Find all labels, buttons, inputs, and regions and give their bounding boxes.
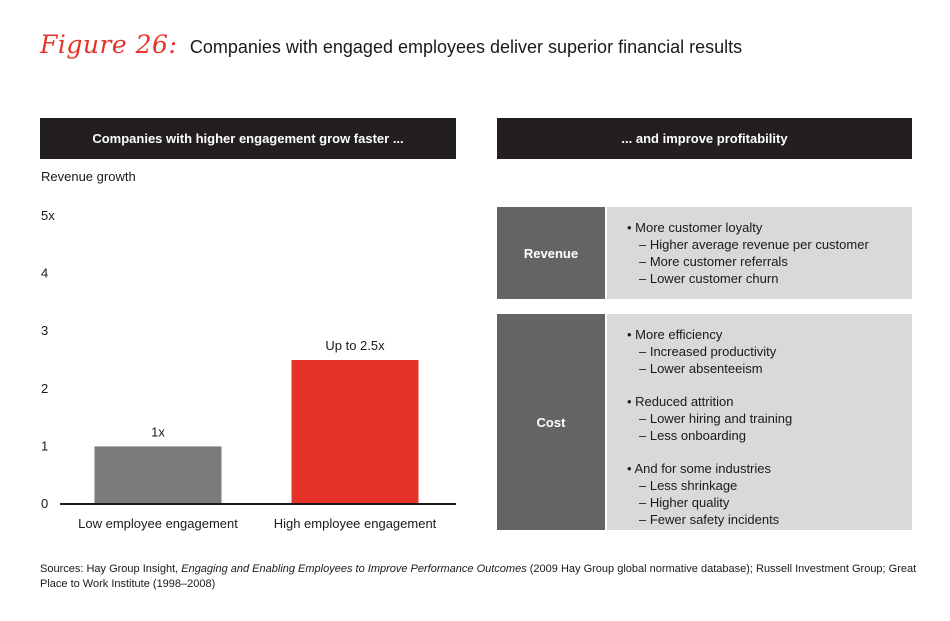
revenue-list: • More customer loyalty – Higher average … (607, 207, 912, 299)
category-label: High employee engagement (274, 516, 437, 531)
y-tick-label: 2 (41, 381, 48, 396)
figure-label: Figure 26: (40, 30, 178, 59)
cost-label: Cost (497, 314, 607, 530)
bullet-group: • More customer loyalty – Higher average … (627, 219, 912, 287)
y-tick-label: 4 (41, 266, 48, 281)
sources-note: Sources: Hay Group Insight, Engaging and… (40, 562, 920, 592)
y-tick-label: 3 (41, 323, 48, 338)
category-labels: Low employee engagement High employee eng… (78, 516, 437, 531)
sub-item: – Less shrinkage (639, 478, 738, 493)
bullet-group: • More efficiency – Increased productivit… (627, 326, 912, 377)
revenue-growth-chart: Revenue growth 0 1 2 3 4 5x 1x Up to 2.5x Low … (41, 169, 456, 531)
sources-suffix: (2009 Hay Group global normative databas… (40, 563, 917, 590)
sub-item: – Lower absenteeism (639, 361, 763, 376)
data-label: 1x (151, 424, 165, 439)
y-axis-label: Revenue growth (41, 169, 136, 184)
bullet-item: • And for some industries (627, 461, 772, 476)
sources-title: Engaging and Enabling Employees to Impro… (181, 563, 527, 575)
sub-item: – Higher quality (639, 495, 730, 510)
cost-list: • More efficiency – Increased productivit… (607, 314, 912, 530)
cost-block: Cost • More efficiency – Increased produc… (497, 314, 912, 530)
sub-item: – Less onboarding (639, 428, 746, 443)
revenue-block: Revenue • More customer loyalty – Higher … (497, 207, 912, 299)
y-tick-label: 1 (41, 438, 48, 453)
y-tick-label: 0 (41, 496, 48, 511)
y-axis-ticks: 0 1 2 3 4 5x (41, 208, 55, 511)
bars: 1x Up to 2.5x (94, 338, 419, 504)
sub-item: – Lower customer churn (639, 271, 779, 286)
sources-prefix: Sources: Hay Group Insight, (40, 563, 182, 575)
figure-title: Figure 26: Companies with engaged employ… (40, 30, 742, 59)
right-panel-header: ... and improve profitability (497, 118, 912, 159)
category-label: Low employee engagement (78, 516, 238, 531)
bullet-item: • Reduced attrition (627, 394, 734, 409)
sub-item: – Increased productivity (639, 344, 777, 359)
left-panel-header: Companies with higher engagement grow fa… (40, 118, 456, 159)
sub-item: – More customer referrals (639, 254, 788, 269)
sub-item: – Lower hiring and training (639, 411, 793, 426)
bullet-item: • More efficiency (627, 327, 723, 342)
figure-heading: Companies with engaged employees deliver… (189, 37, 743, 57)
data-label: Up to 2.5x (325, 338, 385, 353)
sub-item: – Fewer safety incidents (639, 512, 780, 527)
y-tick-label: 5x (41, 208, 55, 223)
bullet-group: • Reduced attrition – Lower hiring and tr… (627, 393, 912, 444)
sub-item: – Higher average revenue per customer (639, 237, 869, 252)
bar-high-engagement (291, 360, 419, 504)
bar-low-engagement (94, 446, 222, 504)
bullet-group: • And for some industries – Less shrinkag… (627, 460, 912, 528)
revenue-label: Revenue (497, 207, 607, 299)
bullet-item: • More customer loyalty (627, 220, 763, 235)
